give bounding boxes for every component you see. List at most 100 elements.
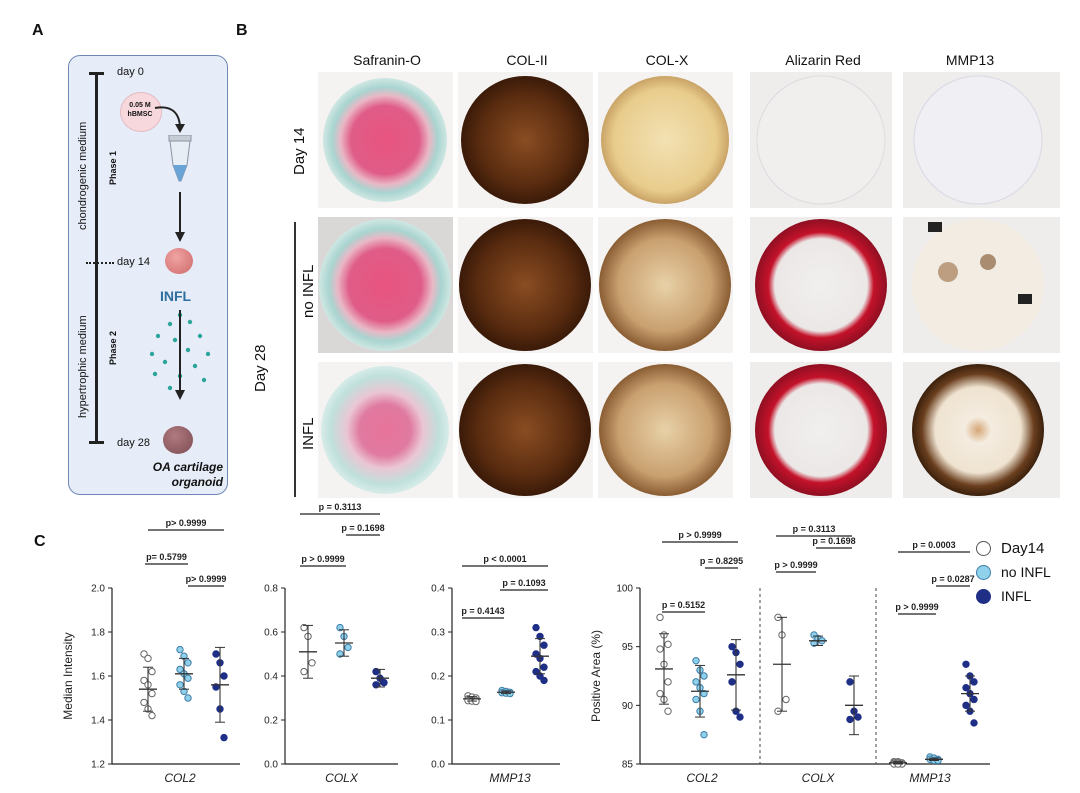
chart3-g1-s1-point-3: [810, 639, 818, 647]
chart3-ylabel: Positive Area (%): [589, 630, 603, 722]
row-label-day28: Day 28: [252, 344, 269, 392]
chart2-sig0-label: p = 0.4143: [461, 606, 504, 616]
infl-dots-icon: [149, 310, 211, 400]
histology-grid: [318, 72, 1060, 498]
chart1-g0-s2-point-3: [372, 681, 380, 689]
chart3-g2-s2-point-6: [962, 701, 970, 710]
label-hypertrophic-medium: hypertrophic medium: [77, 315, 89, 418]
col-header-mmp13: MMP13: [945, 52, 995, 68]
oa-line1: OA cartilage: [152, 460, 223, 474]
chart3-g0-s2-point-5: [736, 713, 744, 721]
row-label-infl: INFL: [300, 417, 317, 450]
chart3-g1-sig2-label: p = 0.3113: [793, 524, 836, 534]
timeline-mid-tick: [86, 262, 114, 264]
chart1-g0-s2-point-0: [372, 667, 380, 676]
legend-item-day14: Day14: [976, 536, 1051, 560]
chart2-ytick-label-2: 0.2: [431, 672, 445, 683]
chart1-sig0-label: p > 0.9999: [301, 554, 344, 564]
chart1-g0-s0-point-3: [300, 667, 308, 676]
chart3-g0-s0-point-2: [664, 640, 672, 649]
label-day28: day 28: [117, 437, 151, 449]
chart1-g0-s1-point-3: [336, 650, 344, 658]
chart3-g1-s2-point-0: [846, 678, 854, 686]
chart1-ytick-label-0: 0.0: [264, 760, 278, 771]
chart3-g0-s0-point-0: [656, 613, 664, 622]
chart3-xlabel-0: COL2: [686, 771, 718, 785]
legend-label-noinfl: no INFL: [1001, 564, 1051, 580]
chart0-ytick-label-1: 1.4: [91, 716, 105, 727]
col-header-safranin: Safranin-O: [353, 52, 421, 68]
chart0-g0-s2-point-2: [220, 672, 228, 680]
chart3-g2-s2-point-2: [970, 678, 978, 686]
cell-suspension-icon: [120, 92, 162, 132]
pellet-day14-icon: [165, 248, 193, 274]
legend: Day14 no INFL INFL: [976, 536, 1051, 608]
label-phase1: Phase 1: [108, 150, 118, 185]
chart3-g0-s1-point-5: [700, 689, 708, 698]
chart0-xlabel: COL2: [164, 771, 196, 785]
oa-line2: organoid: [171, 475, 223, 489]
label-day0: day 0: [117, 66, 144, 78]
chart1-g0-s2-point-2: [380, 678, 388, 687]
col-header-col2: COL-II: [506, 52, 548, 68]
chart1-g0-s0-point-2: [308, 659, 316, 667]
chart0-sig2-label: p> 0.9999: [186, 574, 227, 584]
legend-marker-infl: [976, 588, 991, 604]
tube-icon: [168, 135, 192, 182]
chart1-ytick-label-1: 0.2: [264, 716, 278, 727]
label-day14: day 14: [117, 256, 151, 268]
chart1-g0-s1-point-0: [336, 623, 344, 632]
timeline-bar: [95, 72, 98, 444]
chart3-ytick-label-2: 95: [622, 642, 634, 653]
chart2-g0-s2-point-8: [540, 676, 548, 685]
legend-label-day14: Day14: [1001, 539, 1045, 557]
chart3-g2-sig1-label: p = 0.0287: [931, 574, 974, 584]
chart3-g0-sig1-label: p = 0.8295: [700, 556, 743, 566]
legend-item-infl: INFL: [976, 584, 1051, 608]
chart2-sig2-label: p < 0.0001: [483, 554, 526, 564]
chart1-xlabel: COLX: [325, 771, 359, 785]
col-header-alizarin: Alizarin Red: [785, 52, 861, 68]
chart3-g0-sig0-label: p = 0.5152: [662, 600, 705, 610]
chart0-g0-s1-point-5: [184, 674, 192, 682]
chart0-g0-s1-point-0: [176, 645, 184, 654]
chart3-xlabel-1: COLX: [802, 771, 836, 785]
chart2-xlabel: MMP13: [489, 771, 531, 785]
chart2-ytick-label-0: 0.0: [431, 760, 445, 771]
chart3-g2-s2-point-0: [962, 660, 970, 668]
chart0-ylabel: Median Intensity: [61, 632, 75, 719]
timeline-tick-bottom: [89, 441, 104, 444]
chart2-ytick-label-3: 0.3: [431, 628, 445, 639]
chart0-g0-s2-point-0: [212, 650, 220, 658]
chart3-g0-s1-point-2: [700, 672, 708, 680]
chart3-g1-sig0-label: p > 0.9999: [774, 560, 817, 570]
chart2-g0-s2-point-0: [532, 623, 540, 632]
chart3-g2-s2-point-3: [962, 684, 970, 692]
chart0-ytick-label-3: 1.8: [91, 628, 105, 639]
chart3-ytick-label-1: 90: [622, 701, 634, 712]
timeline-tick-top: [89, 72, 104, 75]
chart0-ytick-label-4: 2.0: [91, 584, 105, 595]
chart3-ytick-label-0: 85: [622, 760, 634, 771]
chart0-g0-s0-point-2: [148, 667, 156, 676]
oa-organoid-label: OA cartilage organoid: [118, 460, 223, 490]
chart2-sig1-label: p = 0.1093: [502, 578, 545, 588]
col-header-colx: COL-X: [645, 52, 689, 68]
chart2-g0-s2-point-5: [540, 663, 548, 671]
chart0-ytick-label-0: 1.2: [91, 760, 105, 771]
chart3-g1-sig1-label: p = 0.1698: [812, 536, 855, 546]
chart0-g0-s0-point-6: [140, 698, 148, 707]
chart0-g0-s0-point-8: [148, 711, 156, 720]
chart1-ytick-label-4: 0.8: [264, 584, 278, 595]
chart3-g0-s2-point-3: [728, 678, 736, 686]
legend-marker-noinfl: [976, 564, 991, 580]
chart3-g0-sig2-label: p > 0.9999: [678, 530, 721, 540]
cell-suspension-label: 0.05 M hBMSC: [122, 101, 158, 119]
chart0-sig0-label: p= 0.5799: [146, 552, 187, 562]
chart0-g0-s2-point-5: [220, 733, 228, 742]
day28-bracket: [294, 222, 296, 497]
chart3-xlabel-2: MMP13: [909, 771, 951, 785]
down-arrow-icon: [175, 192, 185, 242]
chart1-ytick-label-2: 0.4: [264, 672, 278, 683]
label-phase2: Phase 2: [108, 330, 118, 365]
